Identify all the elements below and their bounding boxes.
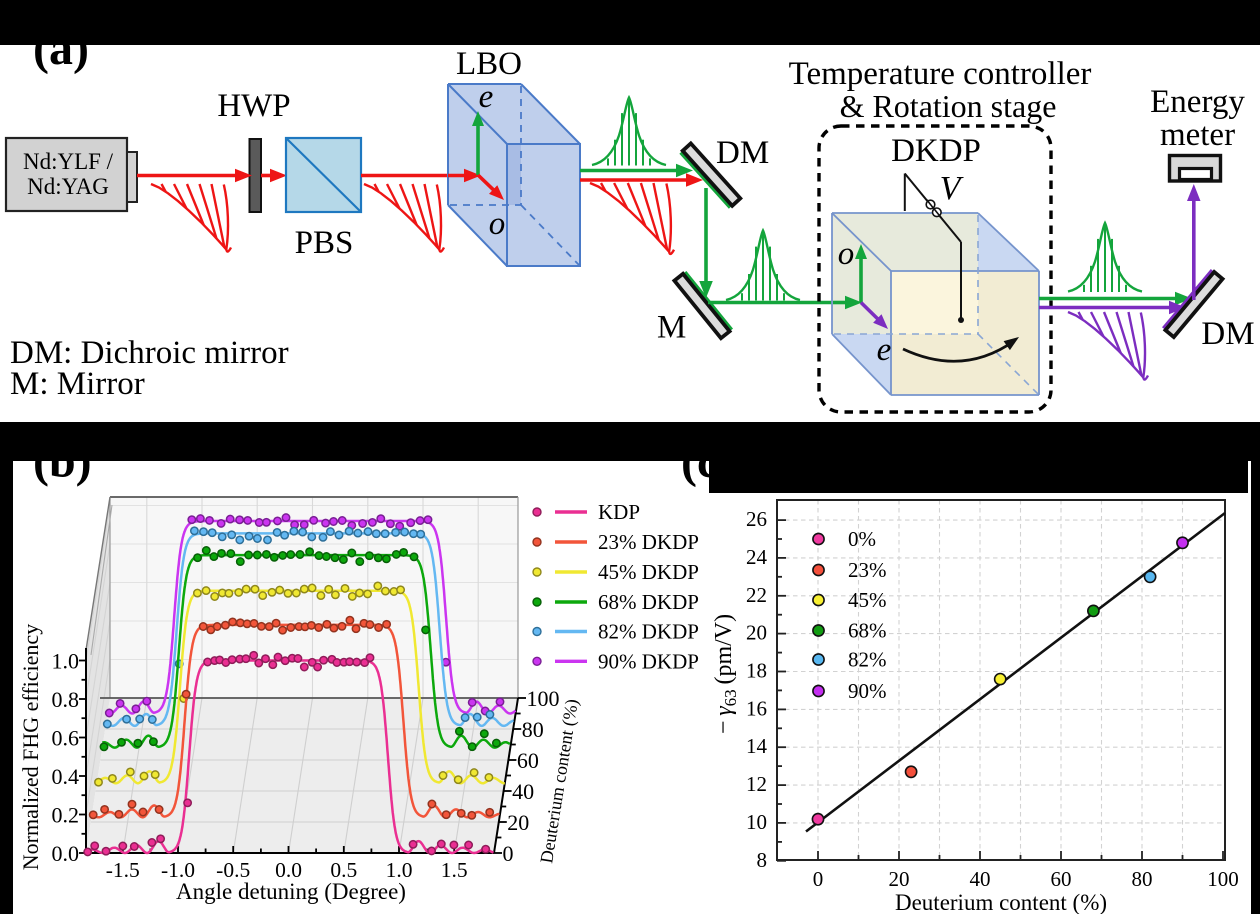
- svg-text:1.0: 1.0: [52, 649, 80, 674]
- svg-text:80: 80: [1132, 867, 1153, 891]
- svg-text:M: M: [657, 310, 686, 346]
- svg-text:e: e: [877, 332, 892, 368]
- svg-text:0.8: 0.8: [52, 687, 80, 712]
- svg-text:M: Mirror: M: Mirror: [10, 366, 145, 402]
- svg-text:20: 20: [746, 621, 767, 645]
- svg-text:16: 16: [746, 696, 767, 720]
- svg-text:45% DKDP: 45% DKDP: [598, 560, 699, 584]
- svg-text:0.2: 0.2: [52, 803, 80, 828]
- svg-text:0.5: 0.5: [330, 858, 357, 882]
- svg-text:20: 20: [889, 867, 910, 891]
- svg-text:14: 14: [746, 734, 768, 758]
- svg-text:23%: 23%: [848, 558, 887, 582]
- svg-text:20: 20: [507, 810, 529, 835]
- svg-text:22: 22: [746, 583, 767, 607]
- svg-text:90%: 90%: [848, 679, 887, 703]
- svg-text:60: 60: [517, 748, 539, 773]
- svg-text:0.6: 0.6: [52, 726, 80, 751]
- svg-text:Temperature controller: Temperature controller: [789, 56, 1092, 92]
- svg-text:100: 100: [527, 686, 560, 711]
- svg-text:23% DKDP: 23% DKDP: [598, 530, 699, 554]
- svg-text:Normalized FHG efficiency: Normalized FHG efficiency: [18, 624, 43, 870]
- svg-text:10: 10: [746, 810, 767, 834]
- svg-text:0.4: 0.4: [52, 764, 80, 789]
- svg-text:12: 12: [746, 772, 767, 796]
- svg-text:o: o: [838, 236, 855, 272]
- svg-text:-0.5: -0.5: [216, 858, 250, 882]
- svg-text:0%: 0%: [848, 527, 876, 551]
- svg-text:Energy: Energy: [1150, 84, 1245, 120]
- svg-text:DM: DM: [1201, 316, 1254, 352]
- svg-text:o: o: [489, 206, 506, 242]
- svg-text:DKDP: DKDP: [891, 133, 981, 169]
- svg-text:Nd:YLF /: Nd:YLF /: [23, 149, 114, 174]
- svg-text:0.0: 0.0: [52, 841, 80, 866]
- svg-text:Nd:YAG: Nd:YAG: [27, 174, 109, 199]
- svg-text:Deuterium content (%): Deuterium content (%): [895, 890, 1107, 914]
- svg-text:24: 24: [746, 545, 768, 569]
- svg-text:1.0: 1.0: [386, 858, 413, 882]
- svg-text:82%: 82%: [848, 648, 887, 672]
- svg-text:45%: 45%: [848, 588, 887, 612]
- svg-text:DM: Dichroic mirror: DM: Dichroic mirror: [10, 335, 289, 371]
- svg-text:40: 40: [970, 867, 991, 891]
- svg-text:PBS: PBS: [295, 225, 354, 261]
- svg-text:-1.5: -1.5: [106, 858, 140, 882]
- svg-text:90% DKDP: 90% DKDP: [598, 649, 699, 673]
- svg-text:68%: 68%: [848, 619, 887, 643]
- svg-text:40: 40: [512, 779, 534, 804]
- svg-text:8: 8: [757, 848, 768, 872]
- svg-text:meter: meter: [1160, 117, 1235, 153]
- svg-text:1.5: 1.5: [441, 858, 468, 882]
- svg-text:60: 60: [1051, 867, 1072, 891]
- svg-text:KDP: KDP: [598, 500, 640, 524]
- svg-text:e: e: [479, 79, 494, 115]
- svg-text:82% DKDP: 82% DKDP: [598, 620, 699, 644]
- svg-text:Angle detuning (Degree): Angle detuning (Degree): [176, 879, 406, 904]
- svg-text:68% DKDP: 68% DKDP: [598, 590, 699, 614]
- svg-text:18: 18: [746, 659, 767, 683]
- svg-text:26: 26: [746, 507, 767, 531]
- svg-text:− γ63 (pm/V): − γ63 (pm/V): [711, 614, 740, 734]
- svg-text:LBO: LBO: [456, 46, 522, 82]
- svg-text:0.0: 0.0: [275, 858, 302, 882]
- svg-text:-1.0: -1.0: [161, 858, 195, 882]
- svg-text:HWP: HWP: [217, 88, 290, 124]
- svg-text:80: 80: [522, 717, 544, 742]
- svg-text:0: 0: [503, 841, 514, 866]
- svg-text:DM: DM: [716, 135, 769, 171]
- svg-text:100: 100: [1207, 867, 1239, 891]
- svg-text:& Rotation stage: & Rotation stage: [840, 88, 1057, 124]
- svg-text:0: 0: [813, 867, 824, 891]
